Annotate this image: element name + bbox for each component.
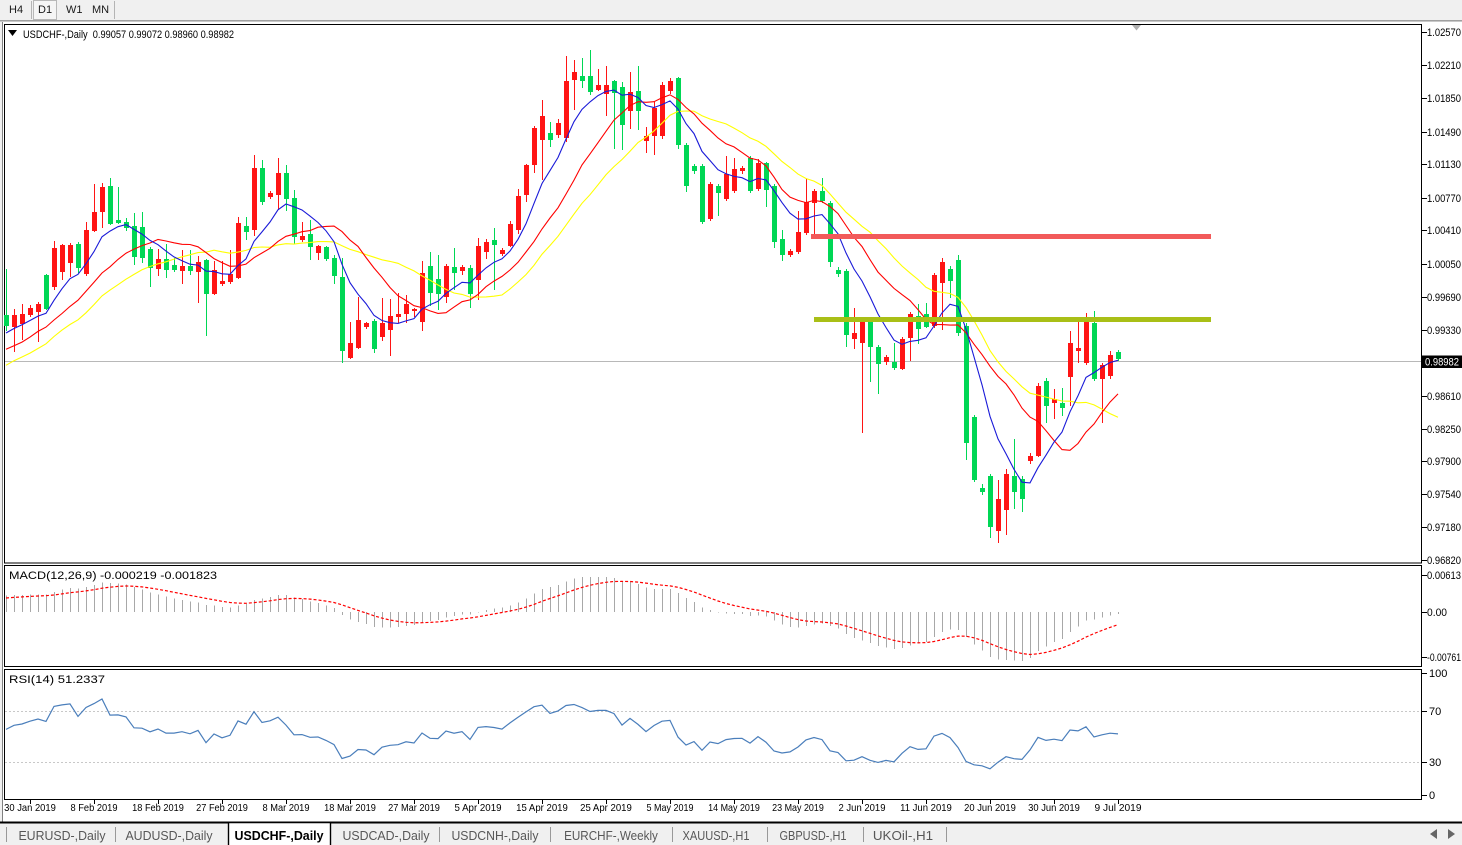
svg-text:30 Jun 2019: 30 Jun 2019 — [1028, 802, 1080, 814]
svg-text:0.99330: 0.99330 — [1427, 325, 1461, 337]
svg-text:1.01490: 1.01490 — [1427, 127, 1461, 139]
svg-text:0.97180: 0.97180 — [1427, 522, 1461, 534]
svg-text:20 Jun 2019: 20 Jun 2019 — [964, 802, 1016, 814]
svg-text:1.01850: 1.01850 — [1427, 93, 1461, 105]
svg-text:0.00: 0.00 — [1427, 607, 1447, 619]
svg-text:1.01130: 1.01130 — [1427, 159, 1461, 171]
svg-text:23 May 2019: 23 May 2019 — [772, 802, 824, 814]
svg-text:USDCHF-,Daily: USDCHF-,Daily — [235, 829, 324, 843]
svg-text:8 Mar 2019: 8 Mar 2019 — [263, 802, 310, 814]
svg-text:1.00050: 1.00050 — [1427, 259, 1461, 271]
svg-text:2 Jun 2019: 2 Jun 2019 — [839, 802, 886, 814]
svg-text:18 Mar 2019: 18 Mar 2019 — [324, 802, 376, 814]
svg-text:25 Apr 2019: 25 Apr 2019 — [580, 802, 632, 814]
svg-text:0.98982: 0.98982 — [1425, 357, 1459, 369]
svg-text:0.97540: 0.97540 — [1427, 489, 1461, 501]
svg-text:1.00770: 1.00770 — [1427, 193, 1461, 205]
svg-text:1.02570: 1.02570 — [1427, 27, 1461, 39]
svg-text:1.02210: 1.02210 — [1427, 60, 1461, 72]
svg-text:GBPUSD-,H1: GBPUSD-,H1 — [780, 829, 847, 843]
svg-text:XAUUSD-,H1: XAUUSD-,H1 — [683, 829, 750, 843]
svg-text:0.96820: 0.96820 — [1427, 555, 1461, 567]
svg-text:11 Jun 2019: 11 Jun 2019 — [900, 802, 952, 814]
svg-text:EURCHF-,Weekly: EURCHF-,Weekly — [564, 829, 658, 843]
svg-text:27 Mar 2019: 27 Mar 2019 — [388, 802, 440, 814]
svg-text:MN: MN — [92, 4, 109, 16]
svg-text:USDCHF-,Daily 0.99057 0.99072: USDCHF-,Daily 0.99057 0.99072 0.98960 0.… — [23, 29, 234, 41]
svg-text:30: 30 — [1429, 757, 1441, 769]
svg-text:USDCAD-,Daily: USDCAD-,Daily — [342, 829, 430, 843]
svg-text:EURUSD-,Daily: EURUSD-,Daily — [18, 829, 106, 843]
svg-text:27 Feb 2019: 27 Feb 2019 — [196, 802, 248, 814]
svg-text:70: 70 — [1429, 706, 1441, 718]
svg-text:14 May 2019: 14 May 2019 — [708, 802, 760, 814]
svg-text:15 Apr 2019: 15 Apr 2019 — [516, 802, 568, 814]
svg-text:-0.00761: -0.00761 — [1427, 652, 1461, 664]
svg-text:W1: W1 — [66, 4, 83, 16]
svg-text:9 Jul 2019: 9 Jul 2019 — [1095, 802, 1142, 814]
svg-text:18 Feb 2019: 18 Feb 2019 — [132, 802, 184, 814]
svg-text:1.00410: 1.00410 — [1427, 225, 1461, 237]
svg-text:MACD(12,26,9) -0.000219 -0.001: MACD(12,26,9) -0.000219 -0.001823 — [9, 570, 217, 582]
svg-text:100: 100 — [1429, 668, 1447, 680]
svg-text:30 Jan 2019: 30 Jan 2019 — [4, 802, 56, 814]
svg-text:0.99690: 0.99690 — [1427, 292, 1461, 304]
svg-text:UKOil-,H1: UKOil-,H1 — [873, 829, 933, 843]
svg-text:0.98250: 0.98250 — [1427, 424, 1461, 436]
svg-text:H4: H4 — [9, 4, 23, 16]
svg-text:8 Feb 2019: 8 Feb 2019 — [71, 802, 118, 814]
svg-text:RSI(14) 51.2337: RSI(14) 51.2337 — [9, 674, 105, 686]
svg-text:0.98610: 0.98610 — [1427, 391, 1461, 403]
svg-text:5 Apr 2019: 5 Apr 2019 — [455, 802, 502, 814]
svg-text:AUDUSD-,Daily: AUDUSD-,Daily — [125, 829, 213, 843]
svg-text:D1: D1 — [38, 4, 52, 16]
svg-text:0: 0 — [1429, 790, 1435, 802]
svg-text:0.00613: 0.00613 — [1427, 570, 1461, 582]
svg-text:USDCNH-,Daily: USDCNH-,Daily — [451, 829, 539, 843]
svg-text:5 May 2019: 5 May 2019 — [647, 802, 694, 814]
svg-text:0.97900: 0.97900 — [1427, 456, 1461, 468]
